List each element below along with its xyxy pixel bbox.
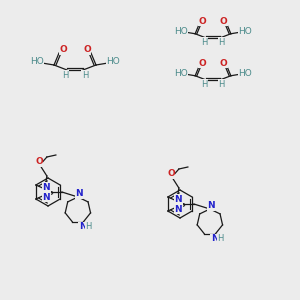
Text: O: O: [59, 46, 67, 55]
Text: H: H: [218, 80, 225, 89]
Text: HO: HO: [106, 58, 120, 67]
Text: H: H: [62, 70, 68, 80]
Text: H: H: [85, 222, 92, 231]
Text: O: O: [167, 169, 175, 178]
Text: N: N: [43, 182, 50, 191]
Text: HO: HO: [238, 69, 252, 78]
Text: HO: HO: [238, 27, 252, 36]
Text: O: O: [219, 16, 227, 26]
Text: N: N: [79, 222, 86, 231]
Text: O: O: [35, 158, 43, 166]
Text: N: N: [175, 194, 182, 203]
Text: H: H: [217, 234, 224, 243]
Text: N: N: [43, 193, 50, 202]
Text: O: O: [199, 16, 207, 26]
Text: HO: HO: [174, 69, 188, 78]
Text: N: N: [207, 202, 215, 211]
Text: H: H: [201, 38, 208, 47]
Text: H: H: [218, 38, 225, 47]
Text: H: H: [201, 80, 208, 89]
Text: O: O: [219, 58, 227, 68]
Text: N: N: [175, 205, 182, 214]
Text: O: O: [199, 58, 207, 68]
Text: H: H: [82, 70, 88, 80]
Text: HO: HO: [30, 58, 44, 67]
Text: N: N: [75, 190, 83, 199]
Text: O: O: [83, 46, 91, 55]
Text: N: N: [211, 234, 218, 243]
Text: HO: HO: [174, 27, 188, 36]
